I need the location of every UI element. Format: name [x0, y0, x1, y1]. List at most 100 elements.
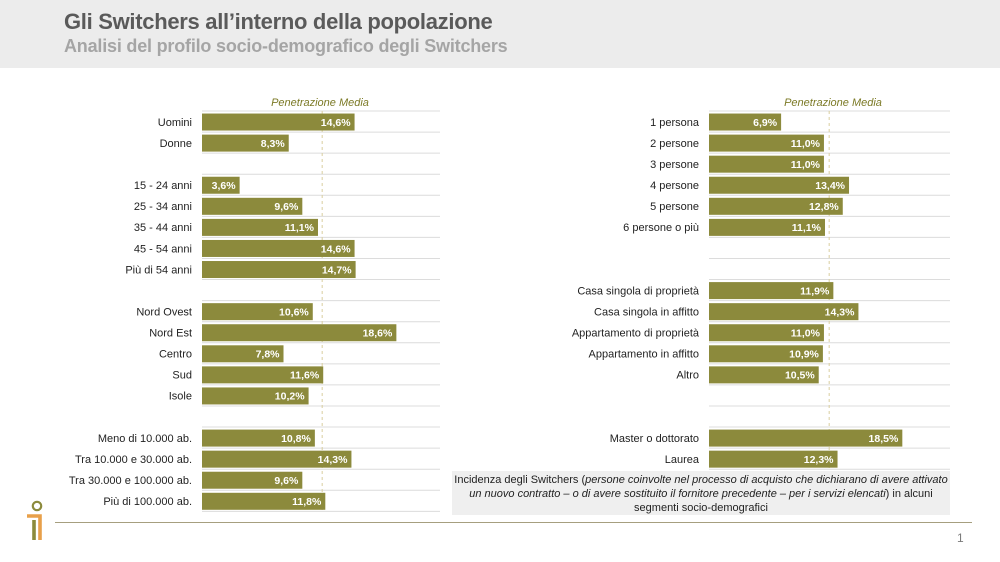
right-bar — [709, 197, 843, 215]
right-bar — [709, 303, 859, 321]
right-bar — [709, 176, 850, 194]
page-subtitle: Analisi del profilo socio-demografico de… — [64, 36, 508, 56]
left-bar — [202, 303, 313, 321]
right-bar — [709, 134, 824, 152]
right-bar — [709, 155, 824, 173]
left-category-label: Più di 54 anni — [125, 264, 192, 276]
left-category-label: 35 - 44 anni — [134, 222, 192, 234]
left-value-label: 10,6% — [279, 306, 309, 318]
left-category-label: 45 - 54 anni — [134, 243, 192, 255]
left-value-label: 14,6% — [321, 243, 351, 255]
left-bar — [202, 218, 318, 236]
left-category-label: Uomini — [158, 117, 192, 129]
right-category-label: 5 persone — [650, 201, 699, 213]
right-value-label: 6,9% — [753, 117, 778, 129]
left-bar — [202, 261, 356, 279]
left-bar — [202, 176, 240, 194]
right-value-label: 12,3% — [804, 454, 834, 466]
left-value-label: 10,8% — [281, 433, 311, 445]
right-category-label: 1 persona — [650, 117, 700, 129]
right-average-label: Penetrazione Media — [784, 97, 882, 109]
footnote-italic: persone coinvolte nel processo di acquis… — [469, 474, 948, 500]
right-value-label: 10,5% — [785, 370, 815, 382]
right-bar — [709, 113, 782, 131]
left-value-label: 7,8% — [256, 349, 281, 361]
left-bar — [202, 429, 315, 447]
left-value-label: 9,6% — [274, 475, 299, 487]
right-value-label: 11,1% — [792, 222, 822, 234]
left-value-label: 11,8% — [292, 496, 322, 508]
right-category-label: 6 persone o più — [623, 222, 699, 234]
left-category-label: Donne — [160, 138, 192, 150]
left-bar — [202, 239, 355, 257]
left-bar — [202, 450, 352, 468]
right-category-label: 2 persone — [650, 138, 699, 150]
right-category-label: Master o dottorato — [610, 433, 699, 445]
right-value-label: 10,9% — [789, 349, 819, 361]
left-category-label: 25 - 34 anni — [134, 201, 192, 213]
left-category-label: Centro — [159, 349, 192, 361]
right-value-label: 12,8% — [809, 201, 839, 213]
page-title: Gli Switchers all’interno della popolazi… — [64, 9, 493, 34]
right-category-label: Altro — [676, 370, 699, 382]
right-value-label: 11,9% — [800, 285, 830, 297]
right-value-label: 11,0% — [791, 328, 821, 340]
left-value-label: 14,7% — [322, 264, 352, 276]
left-category-label: 15 - 24 anni — [134, 180, 192, 192]
right-value-label: 18,5% — [869, 433, 899, 445]
right-category-label: Appartamento di proprietà — [572, 328, 700, 340]
left-bar — [202, 113, 355, 131]
left-category-label: Tra 10.000 e 30.000 ab. — [75, 454, 192, 466]
right-value-label: 11,0% — [791, 138, 821, 150]
left-bar — [202, 134, 289, 152]
left-category-label: Più di 100.000 ab. — [103, 496, 192, 508]
right-bar — [709, 345, 823, 363]
right-category-label: 4 persone — [650, 180, 699, 192]
left-category-label: Sud — [172, 370, 192, 382]
page-number: 1 — [957, 531, 964, 545]
left-category-label: Nord Ovest — [136, 306, 192, 318]
left-value-label: 18,6% — [363, 328, 393, 340]
left-value-label: 11,6% — [290, 370, 320, 382]
left-value-label: 14,3% — [318, 454, 348, 466]
header-band: Gli Switchers all’interno della popolazi… — [0, 0, 1000, 68]
left-bar — [202, 366, 324, 384]
footer-divider — [55, 522, 972, 523]
left-bar — [202, 387, 309, 405]
right-category-label: Appartamento in affitto — [589, 349, 699, 361]
right-category-label: Casa singola in affitto — [594, 306, 699, 318]
right-bar — [709, 282, 834, 300]
right-category-label: Laurea — [665, 454, 700, 466]
right-category-label: Casa singola di proprietà — [577, 285, 700, 297]
right-bar — [709, 366, 819, 384]
footnote-lead: Incidenza degli Switchers ( — [454, 474, 586, 486]
right-bar — [709, 450, 838, 468]
left-value-label: 3,6% — [212, 180, 237, 192]
right-category-label: 3 persone — [650, 159, 699, 171]
right-value-label: 13,4% — [815, 180, 845, 192]
right-value-label: 11,0% — [791, 159, 821, 171]
left-bar — [202, 197, 303, 215]
chart-footnote: Incidenza degli Switchers (persone coinv… — [452, 471, 950, 515]
right-value-label: 14,3% — [825, 306, 855, 318]
footnote-tail: ) in alcuni segmenti socio-demografici — [634, 488, 933, 514]
logo-icon — [27, 500, 43, 540]
left-bar — [202, 471, 303, 489]
right-bar — [709, 218, 825, 236]
left-value-label: 8,3% — [261, 138, 286, 150]
left-category-label: Isole — [169, 391, 192, 403]
left-average-label: Penetrazione Media — [271, 97, 369, 109]
left-category-label: Tra 30.000 e 100.000 ab. — [69, 475, 192, 487]
left-bar — [202, 345, 284, 363]
right-bar — [709, 324, 824, 342]
right-bar — [709, 429, 903, 447]
left-category-label: Nord Est — [149, 328, 192, 340]
left-value-label: 11,1% — [285, 222, 315, 234]
left-value-label: 10,2% — [275, 391, 305, 403]
left-value-label: 14,6% — [321, 117, 351, 129]
left-category-label: Meno di 10.000 ab. — [98, 433, 192, 445]
left-bar — [202, 492, 326, 510]
left-bar — [202, 324, 397, 342]
left-value-label: 9,6% — [274, 201, 299, 213]
